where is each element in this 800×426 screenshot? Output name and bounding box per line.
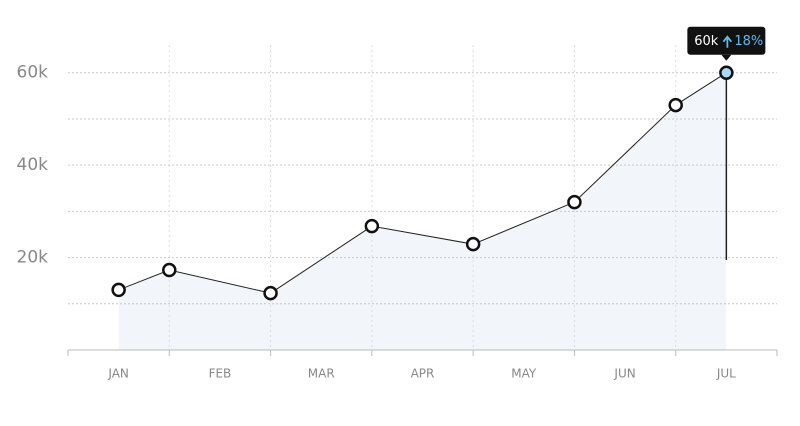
- y-tick-label: 60k: [17, 63, 49, 83]
- tooltip: 60k 18%: [687, 26, 766, 61]
- tooltip-pointer: [721, 54, 732, 61]
- x-tick-label: APR: [411, 367, 435, 381]
- up-arrow: [722, 35, 733, 48]
- point: [719, 65, 734, 80]
- point: [465, 236, 481, 252]
- point: [263, 285, 278, 301]
- point: [162, 262, 177, 278]
- line: [118, 72, 727, 294]
- x-tick-label: FEB: [209, 367, 232, 381]
- point: [111, 282, 126, 298]
- y-tick-label: 40k: [17, 155, 49, 175]
- tooltip-change: 18%: [734, 34, 763, 49]
- x-tick-label: JUL: [716, 367, 736, 381]
- point: [364, 218, 380, 234]
- tooltip-value: 60k: [694, 34, 719, 49]
- x-tick-label: MAY: [511, 367, 537, 381]
- x-tick-label: MAR: [308, 367, 335, 381]
- tooltip-box: [687, 26, 766, 55]
- x-tick-label: JAN: [107, 367, 129, 381]
- y-tick-label: 20k: [17, 248, 49, 268]
- point: [668, 97, 683, 113]
- x-tick-label: JUN: [613, 367, 635, 381]
- point: [567, 194, 582, 210]
